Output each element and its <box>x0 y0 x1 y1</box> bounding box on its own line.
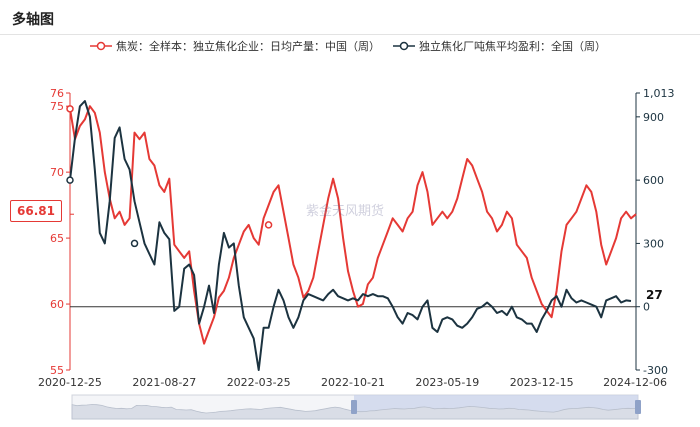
x-tick-label: 2024-12-06 <box>603 376 667 389</box>
legend-label-series-1: 独立焦化厂吨焦平均盈利：全国（周） <box>419 40 606 53</box>
legend-marker-dark-icon <box>393 41 415 51</box>
legend-label-series-0: 焦炭：全样本：独立焦化企业：日均产量：中国（周） <box>116 40 380 53</box>
data-point-marker <box>66 176 74 184</box>
data-point-marker <box>264 221 273 229</box>
left-tick-label: 76 <box>50 87 64 100</box>
right-tick-label: 900 <box>643 111 664 124</box>
x-tick-label: 2022-03-25 <box>227 376 291 389</box>
left-tick-label: 75 <box>50 100 64 113</box>
x-tick-label: 2020-12-25 <box>38 376 102 389</box>
right-tick-label: 1,013 <box>643 87 675 100</box>
series-group <box>66 100 637 371</box>
left-tick-label: 65 <box>50 232 64 245</box>
navigator-handle-left <box>351 400 357 414</box>
current-value-left-badge: 66.81 <box>10 200 62 222</box>
legend-marker-red-icon <box>90 41 112 51</box>
current-value-right-label: 27 <box>646 288 663 302</box>
x-tick-label: 2023-12-15 <box>510 376 574 389</box>
x-tick-label: 2021-08-27 <box>132 376 196 389</box>
left-tick-label: 60 <box>50 298 64 311</box>
title-bar: 多轴图 <box>0 0 700 35</box>
x-tick-label: 2022-10-21 <box>321 376 385 389</box>
right-tick-label: -300 <box>643 364 668 377</box>
navigator-handle-right <box>635 400 641 414</box>
data-point-marker <box>66 105 74 113</box>
left-tick-label: 70 <box>50 166 64 179</box>
legend-item-series-1[interactable]: 独立焦化厂吨焦平均盈利：全国（周） <box>393 38 606 54</box>
legend: 焦炭：全样本：独立焦化企业：日均产量：中国（周） 独立焦化厂吨焦平均盈利：全国（… <box>0 38 700 56</box>
right-tick-label: 300 <box>643 237 664 250</box>
data-point-marker <box>130 239 139 248</box>
chart-title: 多轴图 <box>12 12 54 28</box>
legend-item-series-0[interactable]: 焦炭：全样本：独立焦化企业：日均产量：中国（周） <box>90 38 380 54</box>
navigator-group <box>71 394 641 420</box>
right-tick-label: 600 <box>643 174 664 187</box>
right-tick-label: 0 <box>643 301 650 314</box>
x-tick-label: 2023-05-19 <box>415 376 479 389</box>
watermark-text: 紫金天风期货 <box>306 204 385 219</box>
series-line-0 <box>69 105 637 345</box>
left-tick-label: 55 <box>50 364 64 377</box>
series-line-1 <box>69 100 632 371</box>
